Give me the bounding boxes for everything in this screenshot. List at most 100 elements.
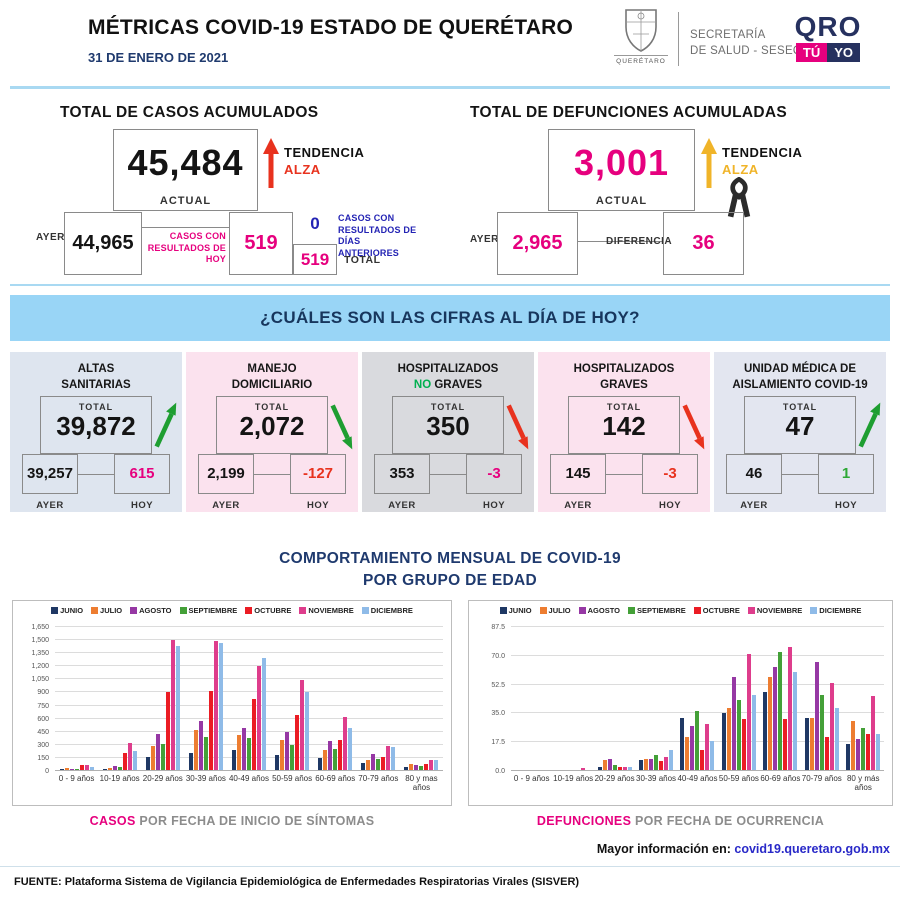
more-info-label: Mayor información en: — [596, 842, 735, 856]
bar — [783, 719, 788, 770]
legend-label: SEPTIEMBRE — [637, 606, 686, 615]
card-title-line2: SANITARIAS — [61, 378, 131, 391]
card-hoy-box: -3 — [466, 454, 522, 494]
card-total-label: TOTAL — [78, 402, 114, 412]
legend-swatch-icon — [179, 607, 187, 614]
bar — [361, 763, 366, 770]
bar — [107, 767, 112, 770]
mourning-ribbon-icon — [724, 176, 754, 219]
card-hoy-label: HOY — [306, 500, 330, 511]
bar — [256, 665, 261, 770]
card-hoy-label: HOY — [834, 500, 858, 511]
cases-trend-label: TENDENCIA — [284, 145, 365, 160]
card-title-line2: GRAVES — [431, 378, 483, 391]
bar — [617, 766, 622, 770]
bar — [127, 743, 132, 770]
bar — [251, 698, 256, 770]
card-total-box: TOTAL 2,072 — [216, 396, 328, 454]
more-info-link[interactable]: covid19.queretaro.gob.mx — [734, 842, 890, 856]
card-hoy-box: -127 — [290, 454, 346, 494]
bar — [424, 764, 429, 770]
bar — [664, 756, 669, 770]
qro-logo-text: QRO — [794, 11, 862, 42]
age-section-title-line1: COMPORTAMIENTO MENSUAL DE COVID-19 — [279, 550, 621, 567]
bar — [871, 696, 876, 770]
bar — [366, 759, 371, 770]
bar — [721, 712, 726, 770]
bar — [150, 745, 155, 770]
legend-item: NOVIEMBRE — [747, 606, 803, 615]
chart-plot-area: 0 150 300 450 600 750 900 1,050 1,200 1,350 1,500 1… — [31, 624, 443, 775]
cases-previous-days-label: CASOS CON RESULTADOS DE DÍAS ANTERIORES — [338, 213, 417, 259]
bar — [788, 647, 793, 770]
legend-swatch-icon — [130, 607, 138, 614]
bar — [218, 643, 223, 770]
bar — [639, 760, 644, 770]
legend-swatch-icon — [91, 607, 99, 614]
bar — [132, 750, 137, 770]
bar-group — [227, 627, 270, 770]
bar — [328, 741, 333, 770]
cases-ayer-value: 44,965 — [72, 232, 134, 254]
bar — [84, 764, 89, 770]
bar — [597, 766, 602, 770]
card-ayer-label: AYER — [36, 500, 64, 511]
bar — [434, 760, 439, 770]
legend-swatch-icon — [539, 607, 547, 614]
bar — [622, 766, 627, 770]
card-total-value: 350 — [426, 411, 470, 441]
secretaria-line2: DE SALUD - SESEQ — [690, 45, 803, 58]
tu-badge: TÚ — [795, 43, 828, 62]
bar-group — [55, 627, 98, 770]
card-total-label: TOTAL — [430, 402, 466, 412]
metric-card: ALTAS SANITARIAS TOTAL 39,872 39,257 615 AYER H… — [10, 352, 182, 512]
bar — [333, 748, 338, 770]
connector-line — [606, 474, 642, 475]
card-hoy-box: 1 — [818, 454, 874, 494]
bar — [64, 768, 69, 770]
legend-item: OCTUBRE — [245, 606, 291, 615]
card-ayer-box: 145 — [550, 454, 606, 494]
legend-swatch-icon — [693, 607, 701, 614]
bar — [371, 754, 376, 770]
y-axis-tick: 52.5 — [491, 681, 505, 689]
legend-swatch-icon — [361, 607, 369, 614]
bar — [231, 750, 236, 770]
bar — [607, 758, 612, 770]
chart-legend: JUNIO JULIO AGOSTO SEPTIEMBRE OCTUBRE NOVIEMB… — [13, 606, 451, 615]
card-title: HOSPITALIZADOS GRAVES — [538, 362, 710, 393]
down-red-arrow-icon — [680, 398, 708, 454]
deaths-diff-value: 36 — [692, 232, 715, 254]
x-axis-label: 80 y más años — [846, 774, 880, 793]
x-axis-labels: 0 - 9 años 10-19 años 20-29 años 30-39 años… — [55, 774, 443, 802]
bar — [409, 764, 414, 770]
legend-item: JULIO — [539, 606, 571, 615]
bar — [305, 692, 310, 770]
cases-previous-days-value: 0 — [310, 214, 320, 233]
deaths-caption-rest: POR FECHA DE OCURRENCIA — [631, 814, 825, 828]
card-title-line2: AISLAMIENTO COVID-19 — [732, 378, 868, 391]
chart-plot-area: 0.0 17.5 35.0 52.5 70.0 87.5 — [491, 624, 884, 775]
cases-today-value: 519 — [244, 232, 278, 254]
bar — [809, 717, 814, 770]
legend-label: NOVIEMBRE — [756, 606, 803, 615]
age-section-title: COMPORTAMIENTO MENSUAL DE COVID-19 POR G… — [0, 548, 900, 593]
bar — [280, 740, 285, 770]
card-title-highlight: NO — [413, 378, 432, 391]
bar — [778, 652, 783, 770]
bar-group — [677, 627, 718, 770]
bar — [102, 769, 107, 770]
bar — [649, 758, 654, 770]
card-ayer-value: 39,257 — [27, 465, 73, 482]
legend-label: OCTUBRE — [702, 606, 740, 615]
secretaria-label: SECRETARÍA DE SALUD - SESEQ — [690, 27, 802, 59]
bar — [685, 737, 690, 770]
bar-group — [843, 627, 884, 770]
bar-groups — [55, 627, 443, 771]
bar — [654, 755, 659, 770]
x-axis-label: 60-69 años — [315, 774, 356, 783]
deaths-trend-value: ALZA — [722, 162, 759, 177]
trend-up-arrow-icon — [262, 137, 280, 191]
bar — [644, 759, 649, 770]
